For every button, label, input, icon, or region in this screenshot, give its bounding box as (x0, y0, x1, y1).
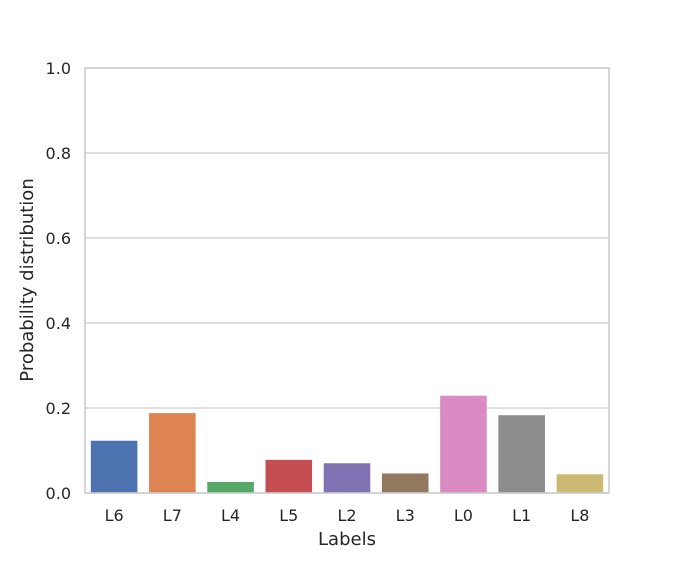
y-tick-label: 0.2 (46, 399, 71, 418)
bar-l6 (90, 440, 138, 493)
x-tick-label: L0 (454, 506, 473, 525)
x-tick-label: L2 (337, 506, 356, 525)
bar-l8 (556, 474, 604, 493)
x-tick-label: L8 (570, 506, 589, 525)
x-tick-label: L4 (221, 506, 240, 525)
y-tick-label: 0.0 (46, 484, 71, 503)
x-tick-label: L6 (105, 506, 124, 525)
x-tick-labels: L6 L7 L4 L5 L2 L3 L0 L1 L8 (105, 506, 590, 525)
x-tick-label: L1 (512, 506, 531, 525)
bars (90, 395, 604, 493)
y-axis-label: Probability distribution (17, 178, 38, 381)
y-tick-label: 0.6 (46, 229, 71, 248)
bar-l4 (207, 481, 254, 493)
y-tick-label: 1.0 (46, 59, 71, 78)
bar-l1 (498, 415, 545, 493)
y-tick-label: 0.8 (46, 144, 71, 163)
x-tick-label: L7 (163, 506, 182, 525)
x-tick-label: L3 (396, 506, 415, 525)
bar-l0 (440, 395, 487, 493)
bar-l5 (265, 459, 313, 493)
x-tick-label: L5 (279, 506, 298, 525)
x-axis-label: Labels (318, 529, 376, 550)
bar-l3 (381, 473, 429, 493)
bar-l7 (149, 413, 196, 493)
y-tick-label: 0.4 (46, 314, 71, 333)
plot-frame (84, 67, 610, 494)
bar-l2 (323, 463, 371, 493)
y-tick-labels: 0.0 0.2 0.4 0.6 0.8 1.0 (46, 59, 71, 503)
